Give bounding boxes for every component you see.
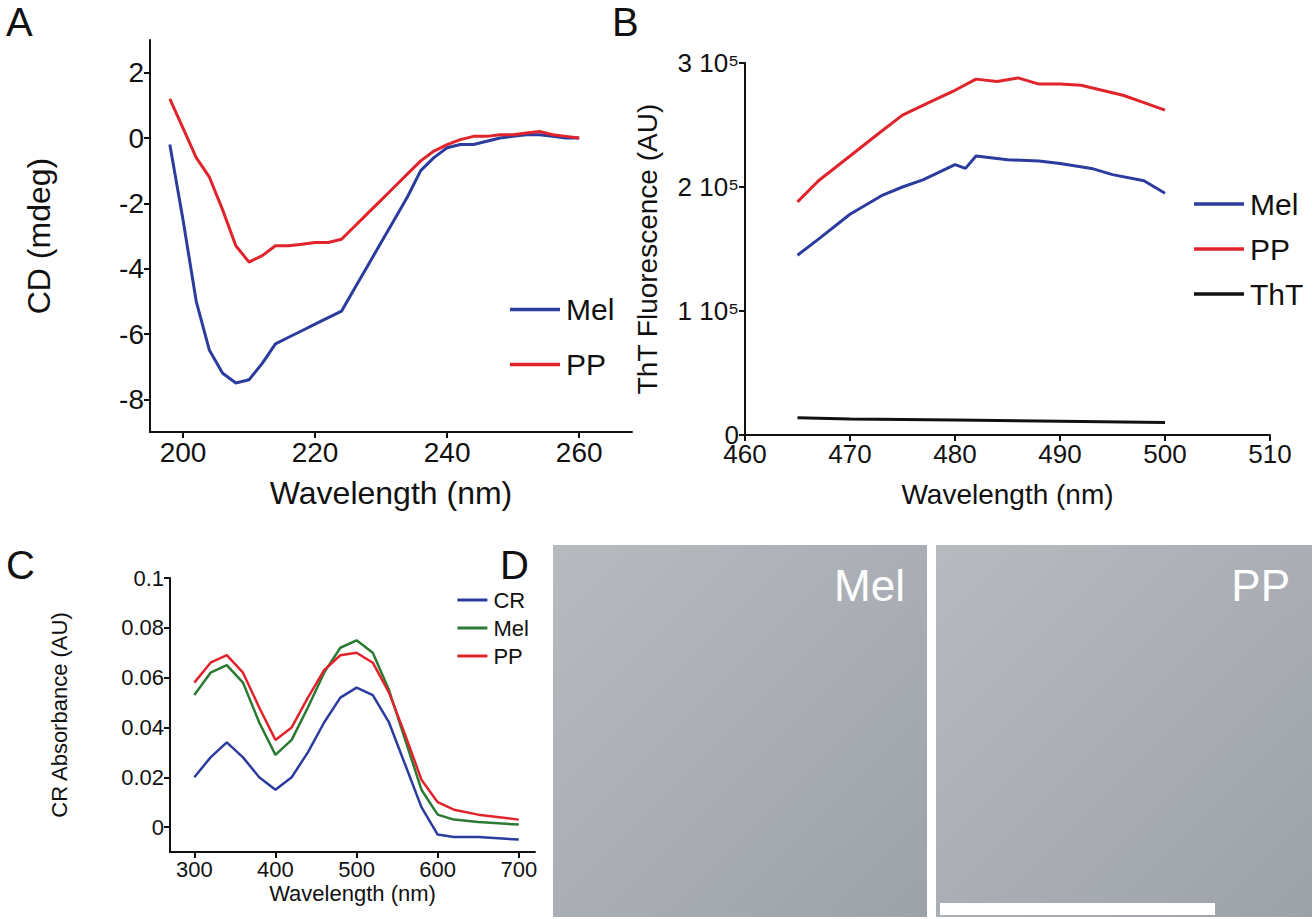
svg-text:A: A [6, 0, 33, 44]
svg-text:-8: -8 [119, 384, 144, 415]
svg-text:0.1: 0.1 [133, 566, 164, 591]
svg-text:500: 500 [1143, 439, 1186, 469]
svg-text:2 10⁵: 2 10⁵ [678, 172, 739, 202]
svg-text:510: 510 [1248, 439, 1291, 469]
svg-text:240: 240 [424, 437, 471, 468]
svg-text:-4: -4 [119, 253, 144, 284]
svg-text:700: 700 [500, 857, 537, 882]
svg-text:2: 2 [128, 57, 144, 88]
svg-text:0.06: 0.06 [121, 665, 164, 690]
svg-text:PP: PP [1231, 561, 1290, 610]
svg-text:PP: PP [566, 348, 606, 381]
svg-text:0: 0 [152, 815, 164, 840]
svg-text:Wavelength (nm): Wavelength (nm) [901, 479, 1113, 510]
svg-text:Mel: Mel [566, 293, 614, 326]
svg-text:3 10⁵: 3 10⁵ [678, 48, 739, 78]
svg-text:0.04: 0.04 [121, 715, 164, 740]
svg-text:Mel: Mel [493, 616, 528, 641]
svg-text:Wavelength (nm): Wavelength (nm) [270, 475, 512, 511]
svg-text:0: 0 [128, 123, 144, 154]
svg-text:260: 260 [556, 437, 603, 468]
svg-text:0.08: 0.08 [121, 615, 164, 640]
svg-text:0.02: 0.02 [121, 765, 164, 790]
svg-text:0: 0 [724, 420, 739, 450]
svg-text:300: 300 [176, 857, 213, 882]
svg-text:1 10⁵: 1 10⁵ [678, 296, 739, 326]
svg-text:-2: -2 [119, 188, 144, 219]
svg-text:500: 500 [338, 857, 375, 882]
svg-text:470: 470 [828, 439, 871, 469]
svg-text:Wavelength (nm): Wavelength (nm) [269, 881, 436, 906]
svg-text:ThT: ThT [1250, 278, 1303, 311]
svg-text:CD (mdeg): CD (mdeg) [21, 158, 57, 314]
svg-text:PP: PP [1250, 233, 1290, 266]
svg-text:460: 460 [723, 439, 766, 469]
svg-text:C: C [6, 543, 35, 587]
svg-text:Mel: Mel [834, 561, 905, 610]
svg-text:CR Absorbance (AU): CR Absorbance (AU) [47, 612, 72, 817]
svg-text:Mel: Mel [1250, 188, 1298, 221]
svg-text:200: 200 [160, 437, 207, 468]
svg-text:ThT Fluorescence (AU): ThT Fluorescence (AU) [632, 104, 663, 394]
svg-text:480: 480 [933, 439, 976, 469]
svg-text:400: 400 [257, 857, 294, 882]
svg-text:CR: CR [493, 588, 525, 613]
svg-text:PP: PP [493, 644, 522, 669]
svg-text:-6: -6 [119, 319, 144, 350]
svg-text:490: 490 [1038, 439, 1081, 469]
svg-text:220: 220 [292, 437, 339, 468]
svg-text:B: B [612, 0, 639, 44]
svg-text:D: D [500, 543, 529, 587]
svg-text:600: 600 [419, 857, 456, 882]
